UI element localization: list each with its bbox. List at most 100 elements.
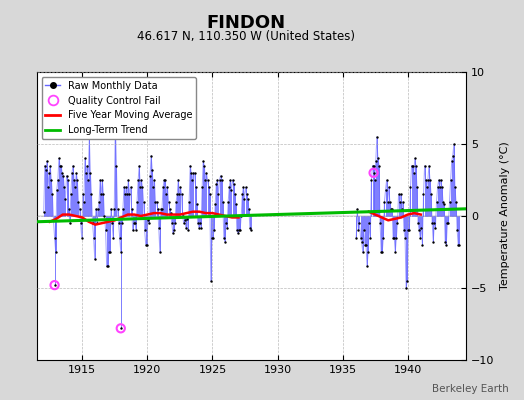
Point xyxy=(396,198,404,205)
Point xyxy=(100,213,108,219)
Point xyxy=(82,170,90,176)
Point xyxy=(204,184,213,190)
Point xyxy=(353,206,362,212)
Text: FINDON: FINDON xyxy=(206,14,286,32)
Point xyxy=(161,177,169,183)
Point xyxy=(60,184,69,190)
Point xyxy=(50,282,59,288)
Point xyxy=(147,152,155,159)
Point xyxy=(202,170,211,176)
Point xyxy=(369,170,378,176)
Point xyxy=(180,220,188,226)
Point xyxy=(144,217,152,224)
Point xyxy=(145,220,153,226)
Point xyxy=(152,198,161,205)
Point xyxy=(141,242,150,248)
Point xyxy=(419,191,428,198)
Point xyxy=(166,206,174,212)
Point xyxy=(364,249,373,255)
Point xyxy=(160,177,168,183)
Point xyxy=(188,177,196,183)
Point xyxy=(173,191,181,198)
Point xyxy=(49,217,58,224)
Point xyxy=(93,220,101,226)
Point xyxy=(123,191,132,198)
Point xyxy=(61,196,70,202)
Point xyxy=(41,162,49,169)
Point xyxy=(391,249,399,255)
Point xyxy=(216,172,225,179)
Point xyxy=(162,191,170,198)
Point xyxy=(42,167,50,173)
Point xyxy=(105,249,113,255)
Point xyxy=(388,206,396,212)
Point xyxy=(434,177,443,183)
Point xyxy=(39,208,48,215)
Point xyxy=(414,220,422,226)
Point xyxy=(454,242,462,248)
Point xyxy=(52,187,61,193)
Point xyxy=(94,206,102,212)
Point xyxy=(244,196,252,202)
Point xyxy=(77,220,85,226)
Point xyxy=(436,177,445,183)
Point xyxy=(220,234,228,241)
Point xyxy=(72,170,81,176)
Point xyxy=(63,177,72,183)
Point xyxy=(451,184,459,190)
Point xyxy=(85,134,93,140)
Point xyxy=(136,184,145,190)
Point xyxy=(151,198,160,205)
Point xyxy=(78,234,86,241)
Point xyxy=(89,220,97,226)
Point xyxy=(241,196,249,202)
Point xyxy=(59,172,68,179)
Point xyxy=(119,206,127,212)
Point xyxy=(222,220,230,226)
Point xyxy=(201,177,210,183)
Point xyxy=(413,184,421,190)
Point xyxy=(96,177,104,183)
Point xyxy=(376,220,384,226)
Point xyxy=(372,158,380,164)
Legend: Raw Monthly Data, Quality Control Fail, Five Year Moving Average, Long-Term Tren: Raw Monthly Data, Quality Control Fail, … xyxy=(41,77,196,139)
Point xyxy=(431,224,440,231)
Point xyxy=(185,198,193,205)
Point xyxy=(429,239,438,245)
Point xyxy=(187,170,195,176)
Point xyxy=(422,184,431,190)
Point xyxy=(231,191,239,198)
Point xyxy=(80,198,88,205)
Point xyxy=(366,234,375,241)
Point xyxy=(124,177,133,183)
Point xyxy=(73,177,82,183)
Point xyxy=(428,220,436,226)
Point xyxy=(109,234,117,241)
Point xyxy=(441,239,450,245)
Point xyxy=(114,220,123,226)
Point xyxy=(227,187,236,193)
Point xyxy=(53,177,62,183)
Point xyxy=(113,206,122,212)
Point xyxy=(118,220,126,226)
Point xyxy=(361,242,369,248)
Point xyxy=(127,206,136,212)
Point xyxy=(158,206,166,212)
Point xyxy=(103,263,111,270)
Point xyxy=(91,256,99,262)
Point xyxy=(83,162,91,169)
Point xyxy=(88,191,96,198)
Point xyxy=(154,206,162,212)
Point xyxy=(394,220,402,226)
Point xyxy=(135,162,144,169)
Point xyxy=(375,162,383,169)
Point xyxy=(177,191,185,198)
Point xyxy=(70,177,78,183)
Point xyxy=(186,162,194,169)
Point xyxy=(182,224,190,231)
Point xyxy=(430,220,439,226)
Point xyxy=(224,198,232,205)
Point xyxy=(238,191,246,198)
Point xyxy=(221,239,229,245)
Point xyxy=(199,158,208,164)
